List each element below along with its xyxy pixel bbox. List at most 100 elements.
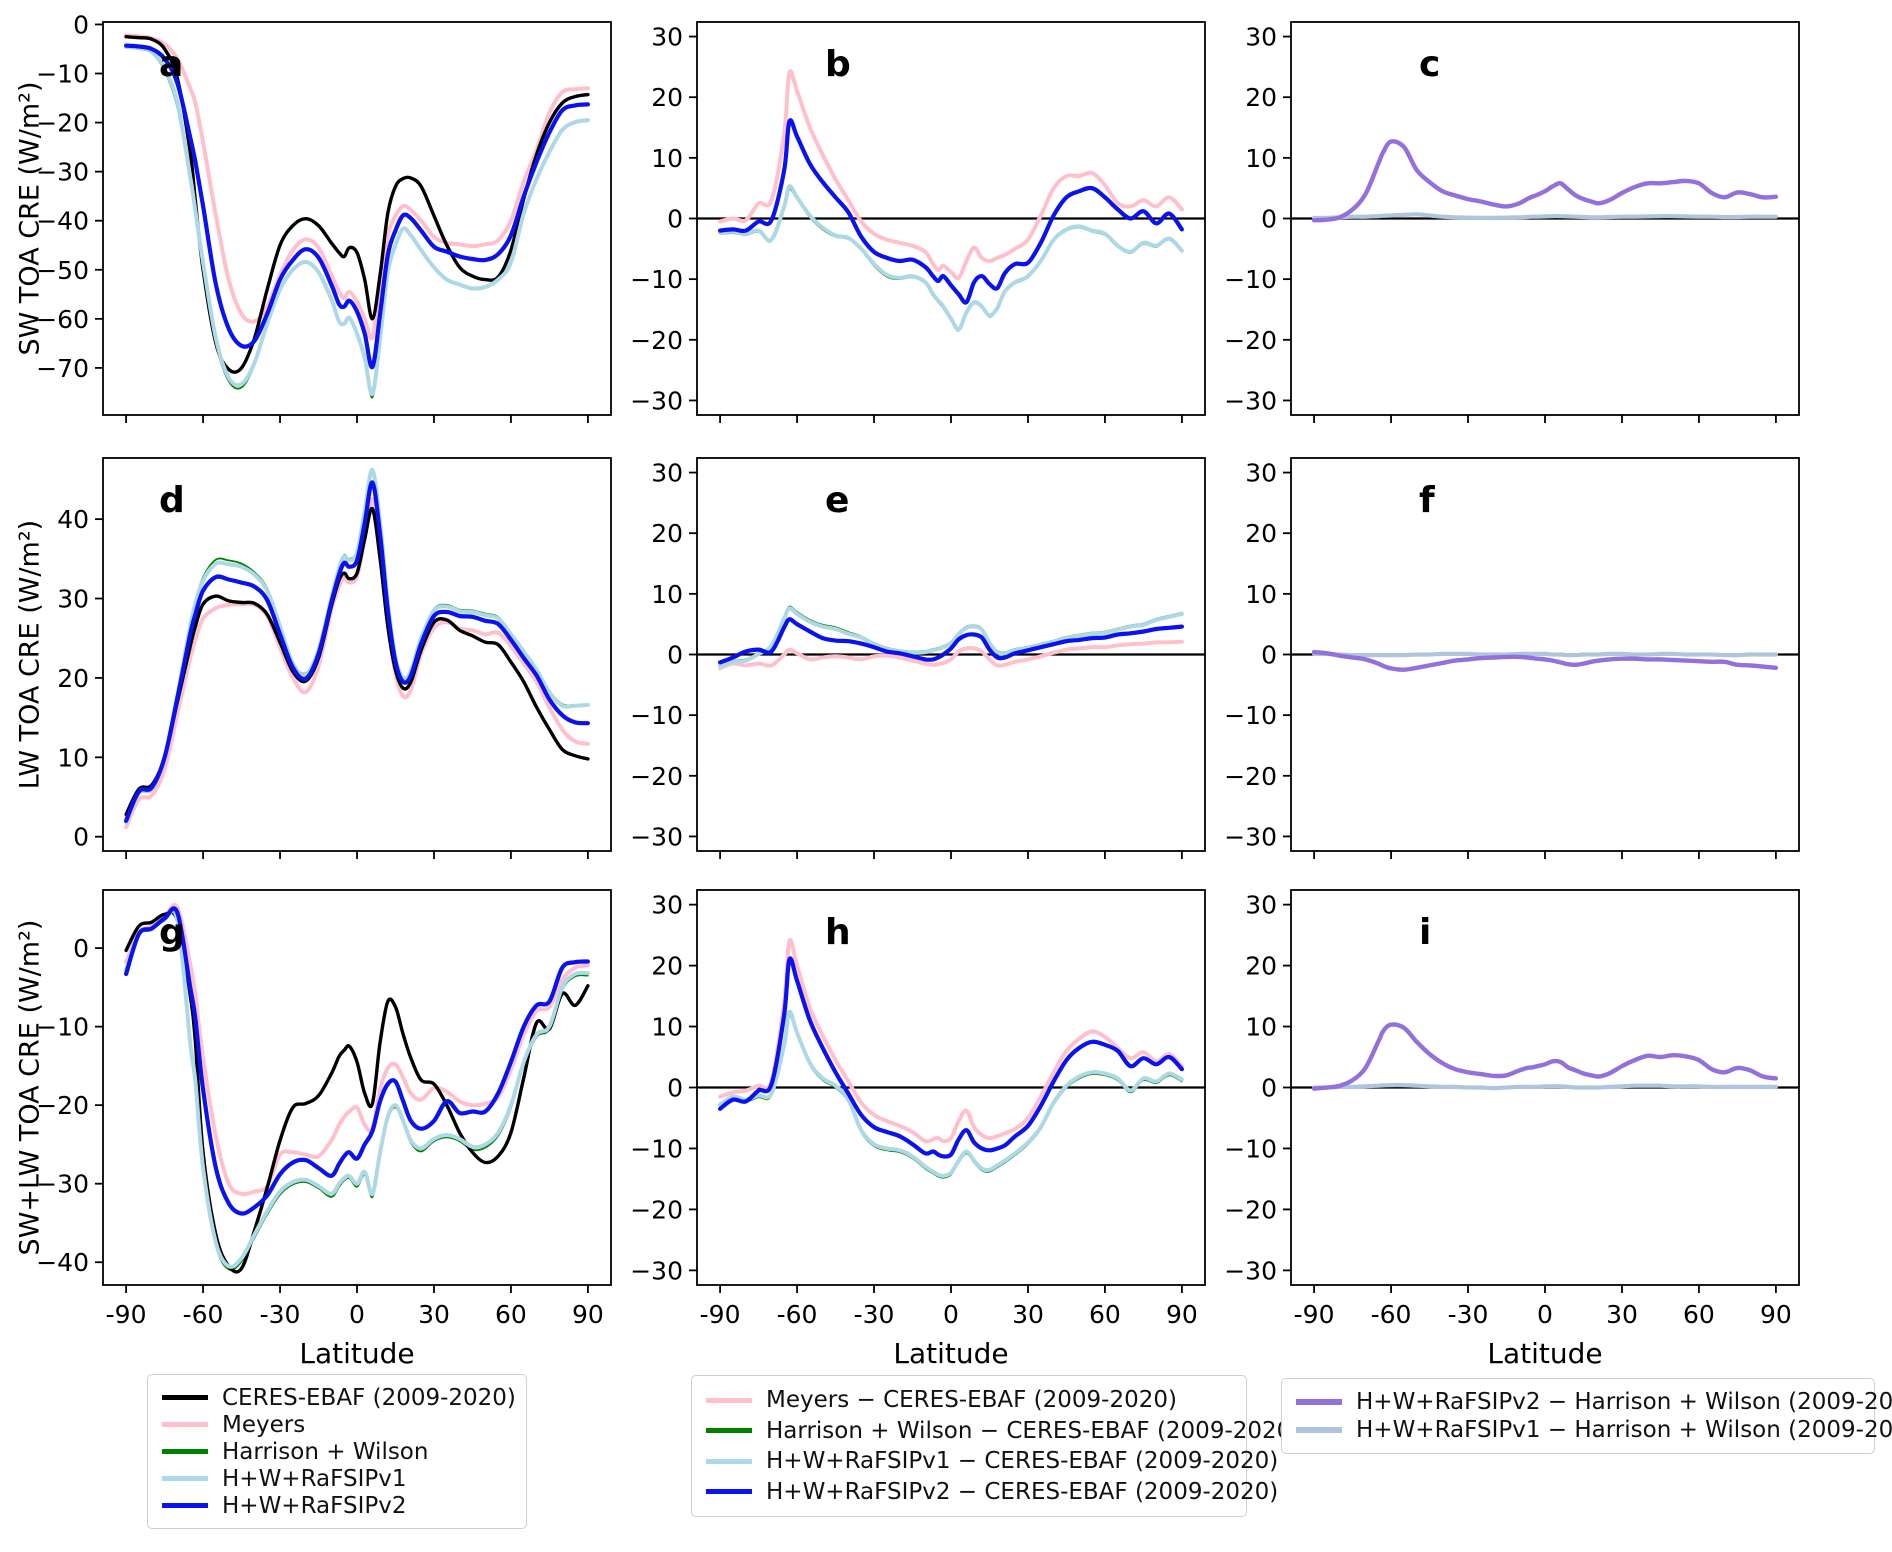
series-meyers-a [124, 33, 590, 341]
y-tick-label: 20 [1245, 519, 1277, 548]
legend-entry: Harrison + Wilson − CERES-EBAF (2009-202… [706, 1416, 1300, 1447]
y-tick-label: 10 [651, 144, 683, 173]
series-v1_minus_hw-f [1312, 651, 1778, 658]
legend-line-swatch [706, 1428, 752, 1434]
legend-entry: Meyers [162, 1411, 512, 1438]
x-tick-label: -30 [854, 1300, 895, 1329]
y-tick-label: 30 [1245, 459, 1277, 488]
y-tick-label: 30 [1245, 891, 1277, 920]
y-tick-label: 10 [651, 1013, 683, 1042]
series-v1-a [124, 45, 590, 396]
y-tick-label: −30 [630, 386, 683, 415]
y-tick-label: 0 [73, 823, 89, 852]
y-tick-label: 20 [651, 952, 683, 981]
y-tick-label: −50 [36, 256, 89, 285]
legend-label: H+W+RaFSIPv2 [222, 1492, 407, 1519]
y-tick-label: 0 [667, 1074, 683, 1103]
panel-letter-g: g [159, 912, 185, 953]
series-v2_minus_hw-f [1311, 649, 1779, 672]
y-tick-label: −30 [36, 158, 89, 187]
legend-box-3: H+W+RaFSIPv2 − Harrison + Wilson (2009-2… [1281, 1378, 1892, 1454]
y-tick-label: 20 [1245, 952, 1277, 981]
legend-line-swatch [706, 1489, 752, 1495]
y-tick-label: 10 [1245, 144, 1277, 173]
series-v1-e [718, 606, 1184, 669]
y-tick-label: −20 [36, 1091, 89, 1120]
y-tick-label: 0 [73, 934, 89, 963]
y-tick-label: 40 [57, 505, 89, 534]
y-tick-label: 30 [651, 459, 683, 488]
y-tick-label: −10 [1224, 1134, 1277, 1163]
y-tick-label: −40 [36, 207, 89, 236]
x-tick-label: -90 [1294, 1300, 1335, 1329]
x-tick-label: 0 [943, 1300, 959, 1329]
series-v2-d [124, 480, 590, 823]
x-tick-label: 0 [349, 1300, 365, 1329]
y-tick-label: −20 [1224, 762, 1277, 791]
legend-label: H+W+RaFSIPv1 − CERES-EBAF (2009-2020) [766, 1448, 1279, 1475]
series-v1-h [718, 1009, 1184, 1178]
panel-h: -90 -60 -30 0 30 60 90 30 20 10 0 −10 −20 −30 h Latitud… [630, 889, 1206, 1370]
y-tick-label: −10 [630, 265, 683, 294]
y-tick-label: −60 [36, 305, 89, 334]
legend-entry: Meyers − CERES-EBAF (2009-2020) [706, 1385, 1232, 1416]
x-tick-label: -60 [1371, 1300, 1412, 1329]
legend-entry: H+W+RaFSIPv2 − CERES-EBAF (2009-2020) [706, 1477, 1278, 1508]
series-v2_minus_hw-i [1311, 1022, 1779, 1091]
x-tick-label: -60 [777, 1300, 818, 1329]
x-tick-label: 90 [1760, 1300, 1792, 1329]
legend-label: Harrison + Wilson [222, 1438, 429, 1465]
legend-entry: H+W+RaFSIPv2 − Harrison + Wilson (2009-2… [1296, 1388, 1892, 1416]
legend-label: H+W+RaFSIPv2 − Harrison + Wilson (2009-2… [1356, 1389, 1892, 1415]
legend-label: H+W+RaFSIPv2 − CERES-EBAF (2009-2020) [766, 1478, 1279, 1505]
panel-letter-i: i [1419, 912, 1431, 953]
legend-label: Harrison + Wilson − CERES-EBAF (2009-202… [766, 1417, 1301, 1444]
legend-line-swatch [706, 1458, 752, 1464]
panel-letter-b: b [825, 44, 851, 85]
legend-line-swatch [162, 1422, 208, 1427]
x-axis-title: Latitude [893, 1337, 1008, 1370]
panel-i: -90 -60 -30 0 30 60 90 30 20 10 0 −10 −20 −30 i Latitud… [1224, 889, 1800, 1370]
y-tick-label: −30 [1224, 1256, 1277, 1285]
legend-line-swatch [162, 1503, 208, 1508]
x-tick-label: -30 [260, 1300, 301, 1329]
x-tick-label: 30 [1012, 1300, 1044, 1329]
x-tick-label: 30 [1606, 1300, 1638, 1329]
y-tick-label: 0 [73, 10, 89, 39]
legend-line-swatch [162, 1476, 208, 1481]
x-tick-label: -90 [106, 1300, 147, 1329]
y-tick-label: 10 [1245, 1013, 1277, 1042]
y-tick-label: 0 [1261, 641, 1277, 670]
y-tick-label: 0 [1261, 1074, 1277, 1103]
legend-line-swatch [1296, 1427, 1342, 1433]
legend-label: Meyers − CERES-EBAF (2009-2020) [766, 1387, 1177, 1414]
x-tick-label: -90 [700, 1300, 741, 1329]
series-v2-a [124, 43, 590, 370]
series-v1-b [718, 184, 1184, 332]
panel-letter-a: a [159, 44, 183, 85]
y-tick-label: −10 [630, 1134, 683, 1163]
legend-entry: H+W+RaFSIPv1 − CERES-EBAF (2009-2020) [706, 1446, 1278, 1477]
x-tick-label: -60 [183, 1300, 224, 1329]
y-tick-label: −20 [36, 109, 89, 138]
panel-letter-e: e [825, 480, 849, 521]
y-tick-label: −10 [36, 60, 89, 89]
y-tick-label: −30 [1224, 822, 1277, 851]
legend-entry: H+W+RaFSIPv2 [162, 1492, 512, 1519]
y-tick-label: 20 [57, 664, 89, 693]
y-axis-label-sw-cre: SW TOA CRE (W/m²) [14, 81, 46, 355]
y-tick-label: −10 [1224, 265, 1277, 294]
legend-box-2: Meyers − CERES-EBAF (2009-2020) Harrison … [691, 1375, 1300, 1517]
series-meyers-b [718, 69, 1184, 281]
x-axis-title: Latitude [299, 1337, 414, 1370]
legend-entry: Harrison + Wilson [162, 1438, 512, 1465]
y-tick-label: −10 [630, 701, 683, 730]
panel-letter-d: d [159, 480, 185, 521]
y-tick-label: 20 [651, 519, 683, 548]
y-tick-label: 30 [57, 585, 89, 614]
y-tick-label: 0 [667, 205, 683, 234]
y-tick-label: −70 [36, 354, 89, 383]
series-hw-b [719, 188, 1183, 332]
